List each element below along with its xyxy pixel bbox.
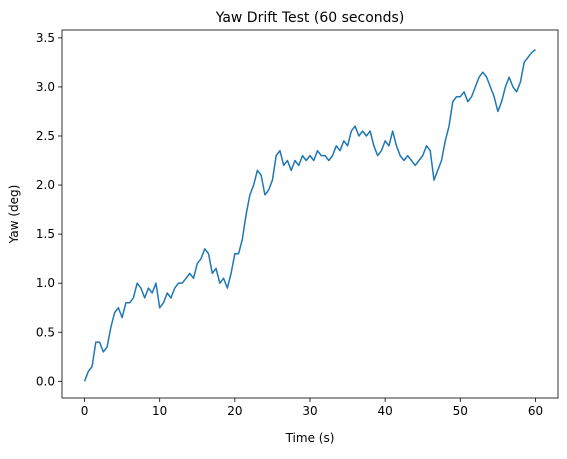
y-tick-label: 2.5 bbox=[36, 129, 55, 143]
x-tick-label: 10 bbox=[152, 404, 167, 418]
y-axis-label: Yaw (deg) bbox=[7, 185, 21, 245]
data-line bbox=[83, 49, 536, 382]
chart-title: Yaw Drift Test (60 seconds) bbox=[215, 10, 405, 26]
y-tick-label: 0.5 bbox=[36, 325, 55, 339]
axes-frame bbox=[61, 29, 559, 399]
x-tick-label: 40 bbox=[378, 404, 393, 418]
y-tick-label: 3.0 bbox=[36, 80, 55, 94]
x-tick-label: 60 bbox=[528, 404, 543, 418]
y-tick-label: 1.0 bbox=[36, 276, 55, 290]
x-tick-label: 0 bbox=[81, 404, 89, 418]
y-tick-label: 0.0 bbox=[36, 374, 55, 388]
x-tick-label: 50 bbox=[453, 404, 468, 418]
x-tick-label: 20 bbox=[227, 404, 242, 418]
x-axis-label: Time (s) bbox=[285, 431, 335, 445]
x-tick-label: 30 bbox=[302, 404, 317, 418]
y-tick-label: 1.5 bbox=[36, 227, 55, 241]
y-tick-label: 2.0 bbox=[36, 178, 55, 192]
y-tick-label: 3.5 bbox=[36, 31, 55, 45]
